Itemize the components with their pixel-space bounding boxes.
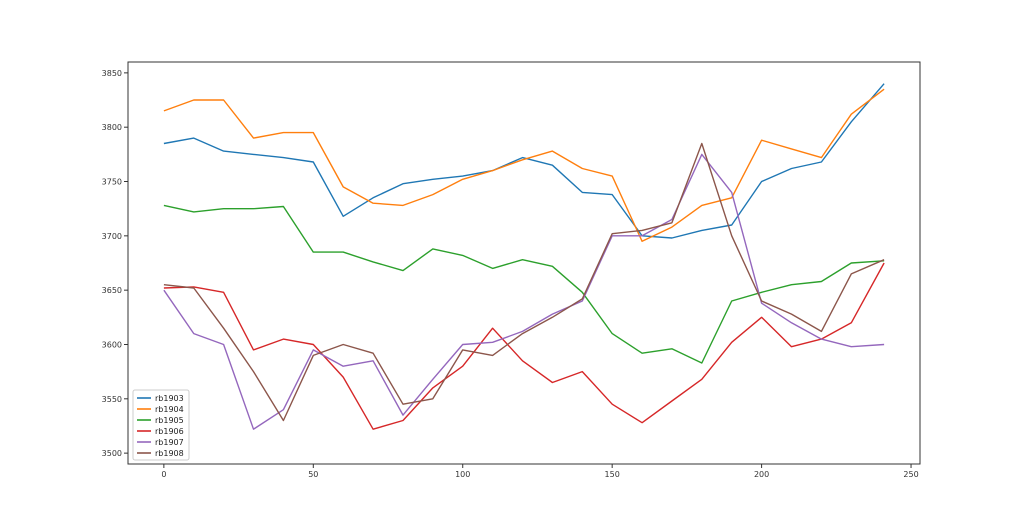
legend: rb1903 rb1904 rb1905 rb1906 rb1907 rb1908 [132,389,190,461]
legend-label: rb1906 [155,427,184,436]
y-tick-label: 3600 [102,340,122,349]
legend-label: rb1907 [155,438,184,447]
y-axis: 3500 3550 3600 3650 3700 3750 3800 3850 [102,69,128,458]
y-tick-label: 3800 [102,123,122,132]
x-axis: 0 50 100 150 200 250 [161,464,919,479]
plot-area-frame [127,61,921,465]
x-tick-label: 200 [754,470,769,479]
y-tick-label: 3850 [102,69,122,78]
legend-label: rb1905 [155,416,184,425]
legend-label: rb1904 [155,405,184,414]
series-line-rb1905 [163,204,885,364]
x-tick-label: 100 [455,470,470,479]
x-tick-label: 50 [308,470,318,479]
series-line-rb1908 [163,142,885,422]
series-line-rb1907 [163,153,885,430]
legend-label: rb1903 [155,394,184,403]
series-line-rb1906 [163,262,885,430]
series-line-rb1904 [163,88,885,243]
legend-label: rb1908 [155,449,184,458]
y-tick-label: 3650 [102,286,122,295]
x-tick-label: 0 [161,470,166,479]
y-tick-label: 3750 [102,178,122,187]
y-tick-label: 3500 [102,449,122,458]
y-tick-label: 3550 [102,395,122,404]
series-line-rb1903 [163,83,885,239]
x-tick-label: 250 [903,470,918,479]
x-tick-label: 150 [605,470,620,479]
series-lines [163,83,885,430]
y-tick-label: 3700 [102,232,122,241]
